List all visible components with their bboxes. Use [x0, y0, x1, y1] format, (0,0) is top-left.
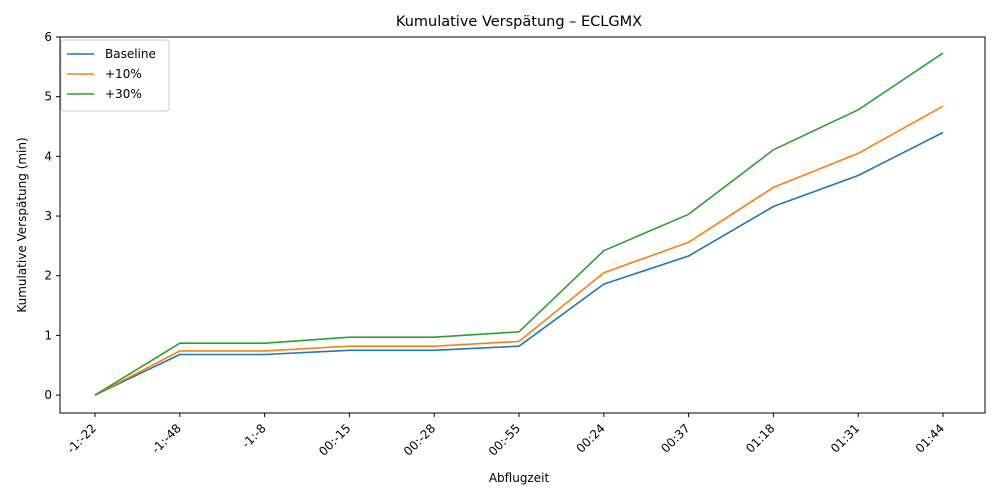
x-tick-label: 01:31: [828, 421, 862, 455]
x-tick-label: 01:18: [743, 421, 777, 455]
x-axis-label: Abflugzeit: [489, 471, 550, 485]
x-tick-label: 01:44: [913, 421, 947, 455]
legend-label: +10%: [105, 67, 142, 81]
legend-label: Baseline: [105, 47, 156, 61]
series-line-2: [94, 52, 944, 396]
x-tick-label: -1:-8: [239, 421, 269, 451]
chart-title: Kumulative Verspätung – ECLGMX: [396, 14, 642, 30]
y-tick-label: 3: [44, 209, 52, 223]
x-tick-label: -1:-48: [149, 421, 184, 456]
x-tick-label: 00:-15: [316, 421, 353, 458]
y-axis: 0 1 2 3 4 5 6: [44, 30, 60, 402]
y-tick-label: 4: [44, 149, 52, 163]
x-axis: -1:-22 -1:-48 -1:-8 00:-15 00:-28 00:-55 00:24…: [64, 413, 947, 459]
plot-area: [59, 36, 986, 414]
y-tick-label: 0: [44, 388, 52, 402]
y-tick-label: 5: [44, 90, 52, 104]
x-tick-label: 00:37: [658, 421, 692, 455]
legend-label: +30%: [105, 87, 142, 101]
y-axis-label: Kumulative Verspätung (min): [15, 137, 29, 312]
x-tick-label: 00:-55: [486, 421, 523, 458]
series-line-1: [94, 105, 944, 396]
x-tick-label: -1:-22: [64, 421, 99, 456]
series-group: [94, 52, 944, 396]
x-tick-label: 00:24: [574, 421, 608, 455]
y-tick-label: 1: [44, 328, 52, 342]
legend: Baseline +10% +30%: [60, 39, 170, 112]
y-tick-label: 6: [44, 30, 52, 44]
y-tick-label: 2: [44, 269, 52, 283]
x-tick-label: 00:-28: [401, 421, 438, 458]
series-line-0: [94, 131, 944, 396]
